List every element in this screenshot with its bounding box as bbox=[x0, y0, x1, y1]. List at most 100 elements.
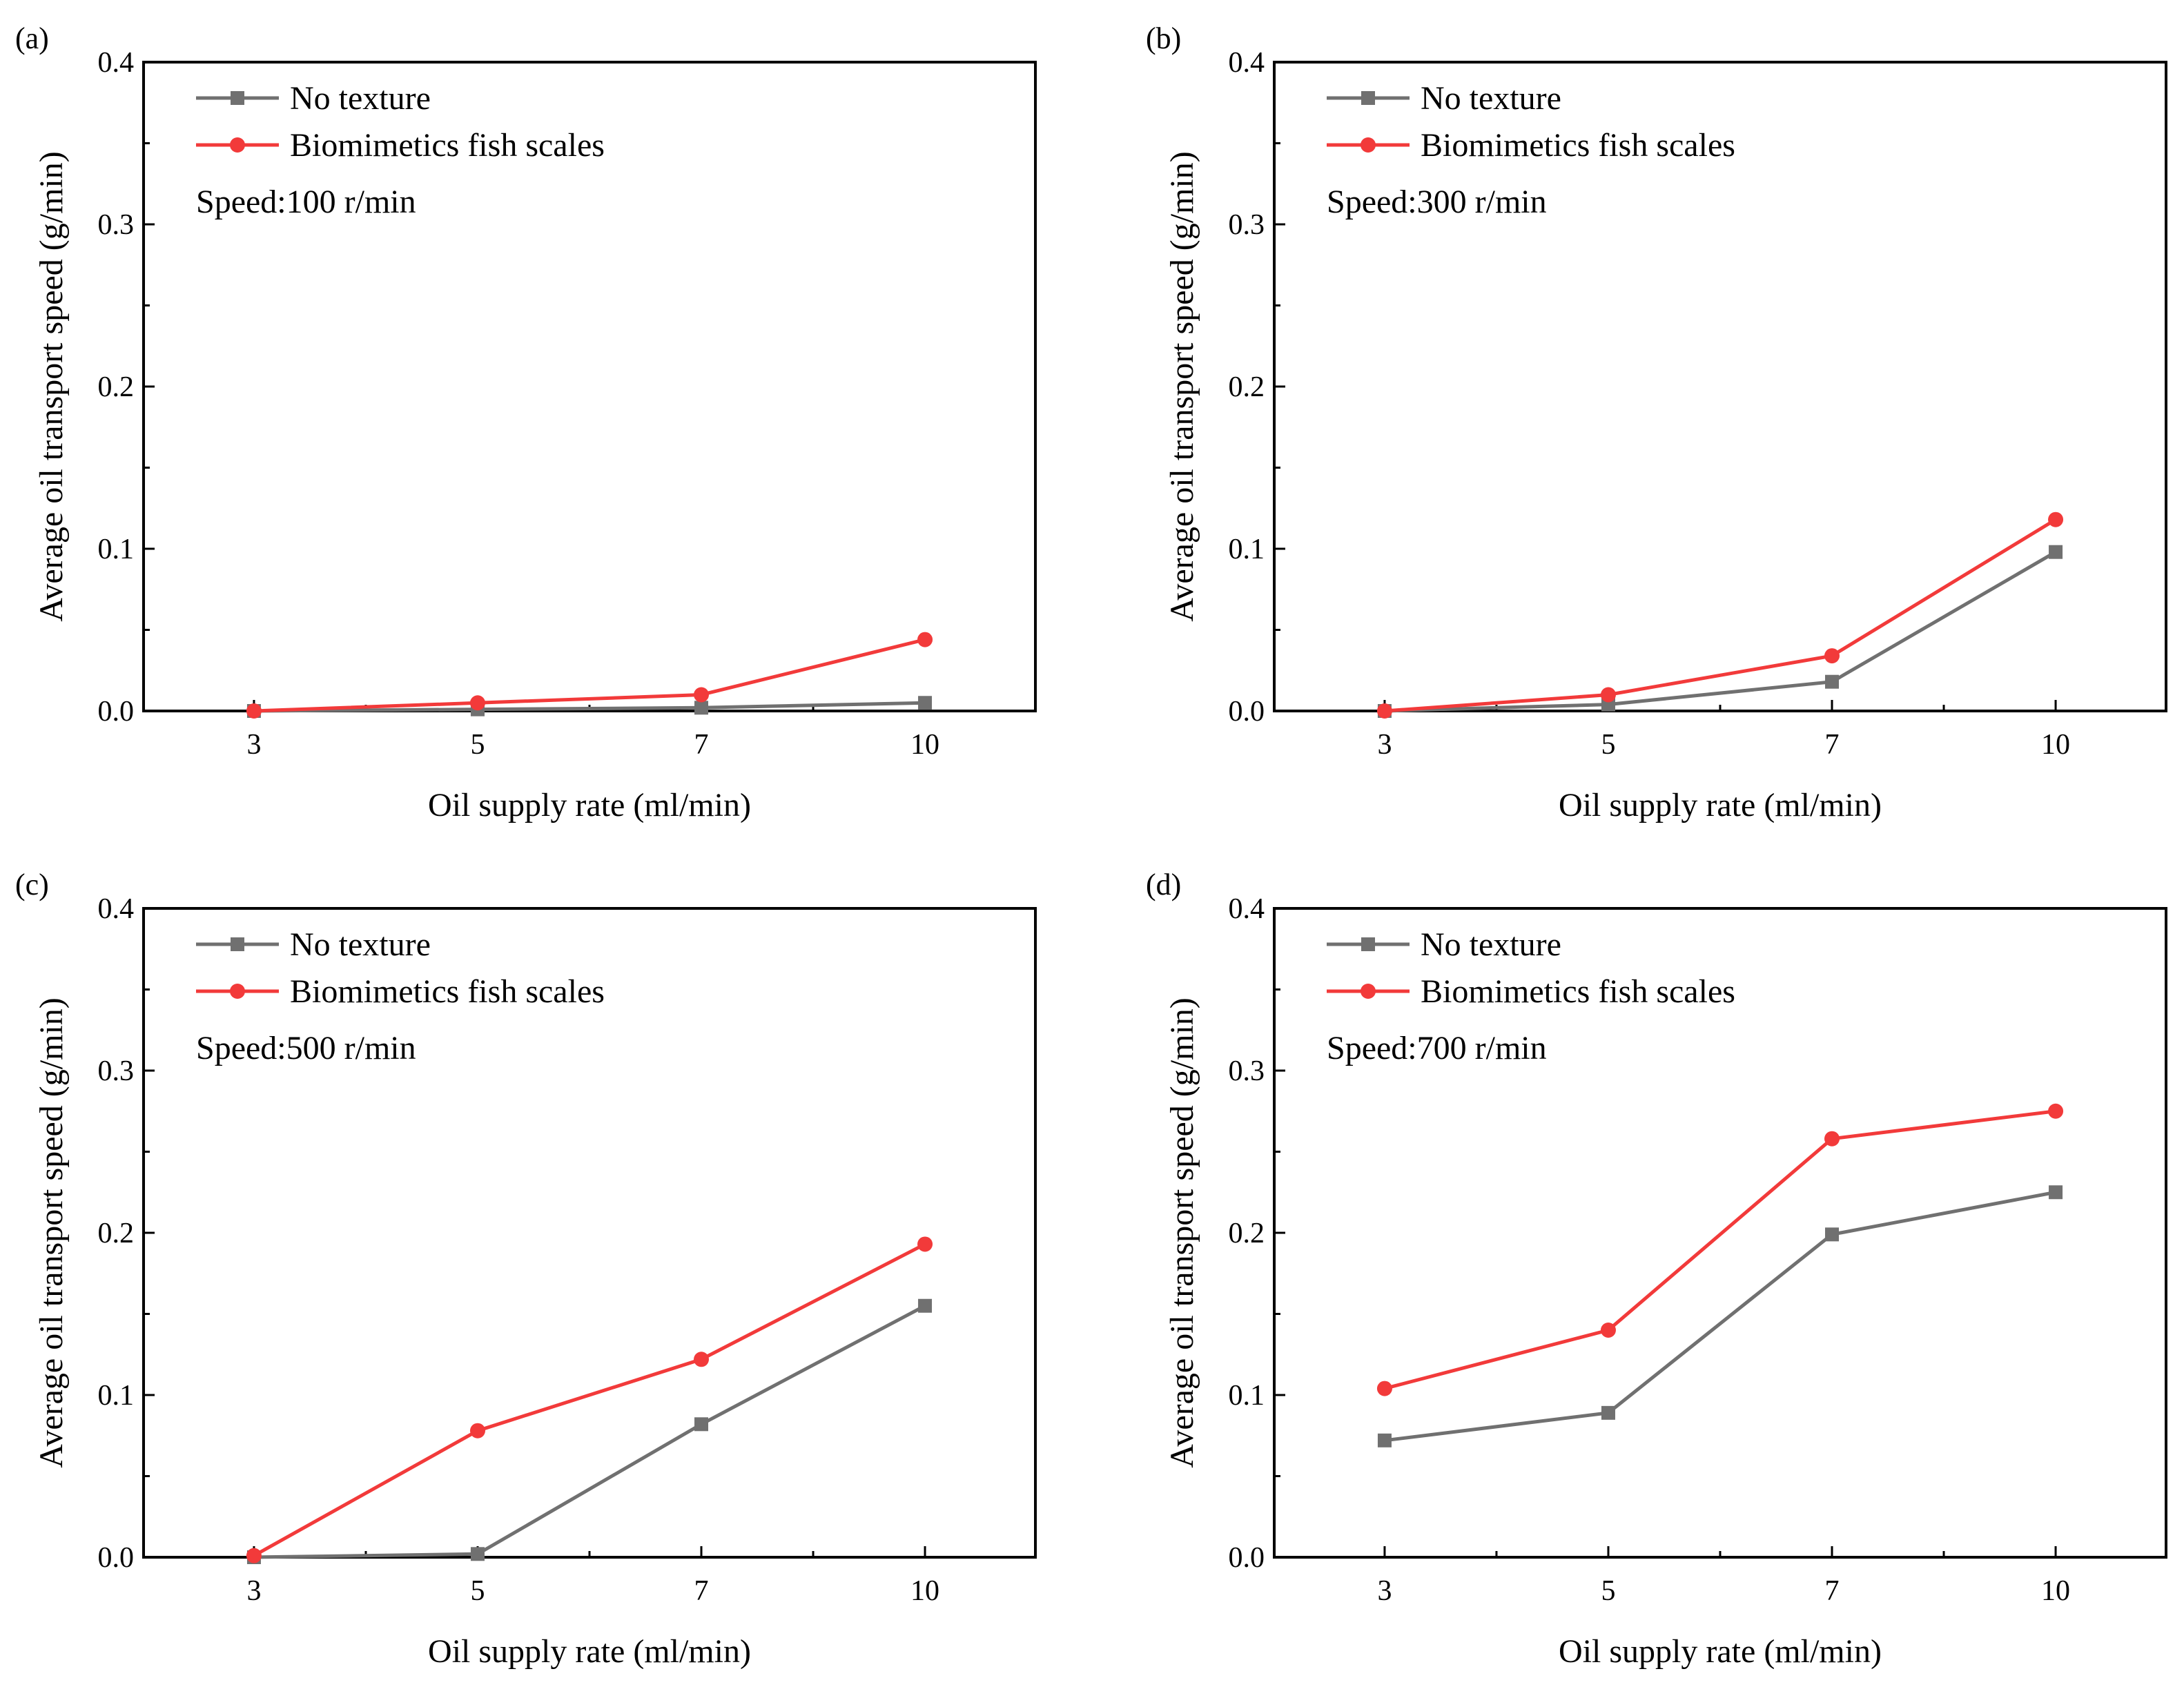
x-tick-label: 3 bbox=[1377, 1575, 1392, 1607]
y-tick-label: 0.2 bbox=[98, 371, 135, 403]
y-tick-label: 0.0 bbox=[1229, 1542, 1265, 1574]
x-tick-label: 7 bbox=[1825, 1575, 1840, 1607]
data-point-fish-scales bbox=[1824, 648, 1840, 664]
legend-label-no-texture: No texture bbox=[1421, 926, 1561, 963]
y-tick-label: 0.0 bbox=[1229, 696, 1265, 728]
x-tick-label: 5 bbox=[1601, 1575, 1615, 1607]
speed-annotation: Speed:300 r/min bbox=[1327, 184, 1547, 220]
data-point-no-texture bbox=[1825, 1227, 1840, 1242]
chart-panel-b: (b) 0.0 0.1 0.2 0.3 0.4 3 5 7 10 Oil supply rate (… bbox=[1146, 21, 2167, 823]
x-tick-label: 3 bbox=[246, 729, 261, 761]
y-tick-label: 0.4 bbox=[98, 47, 135, 79]
series-line-fish-scales bbox=[253, 638, 926, 713]
data-point-no-texture bbox=[918, 1298, 933, 1313]
x-tick-label: 7 bbox=[1825, 729, 1840, 761]
data-point-no-texture bbox=[1377, 1433, 1392, 1447]
legend-label-no-texture: No texture bbox=[1421, 80, 1561, 117]
y-tick-label: 0.4 bbox=[1229, 893, 1265, 925]
legend-marker-fish-scales bbox=[230, 137, 245, 153]
y-tick-label: 0.1 bbox=[98, 1380, 135, 1412]
speed-annotation: Speed:700 r/min bbox=[1327, 1030, 1547, 1066]
y-axis-title: Average oil transport speed (g/min) bbox=[33, 997, 70, 1468]
data-point-no-texture bbox=[694, 701, 709, 715]
legend-label-fish-scales: Biomimetics fish scales bbox=[1421, 973, 1735, 1010]
legend-marker-fish-scales bbox=[1361, 984, 1376, 999]
x-tick-label: 5 bbox=[470, 1575, 485, 1607]
legend-marker-no-texture bbox=[1361, 91, 1375, 105]
y-tick-label: 0.1 bbox=[1229, 1380, 1265, 1412]
y-axis-title: Average oil transport speed (g/min) bbox=[1164, 997, 1200, 1468]
legend-marker-no-texture bbox=[231, 91, 244, 105]
series-line-no-texture bbox=[1384, 1190, 2056, 1443]
data-point-no-texture bbox=[2049, 1185, 2063, 1200]
chart-panel-d: (d) 0.0 0.1 0.2 0.3 0.4 3 5 7 10 Oil supply rate (… bbox=[1146, 868, 2167, 1670]
series-line-no-texture bbox=[253, 1304, 926, 1559]
panel-label: (b) bbox=[1146, 21, 1181, 55]
speed-annotation: Speed:500 r/min bbox=[196, 1030, 416, 1066]
y-tick-label: 0.4 bbox=[98, 893, 135, 925]
data-point-no-texture bbox=[2049, 545, 2063, 559]
legend-label-fish-scales: Biomimetics fish scales bbox=[290, 127, 605, 164]
legend-marker-fish-scales bbox=[1361, 137, 1376, 153]
legend-label-fish-scales: Biomimetics fish scales bbox=[1421, 127, 1735, 164]
x-tick-label: 10 bbox=[2041, 729, 2070, 761]
legend-label-fish-scales: Biomimetics fish scales bbox=[290, 973, 605, 1010]
data-point-no-texture bbox=[1825, 674, 1840, 689]
series-line-fish-scales bbox=[1384, 1109, 2056, 1391]
y-tick-label: 0.2 bbox=[1229, 1218, 1265, 1249]
legend-label-no-texture: No texture bbox=[290, 926, 431, 963]
y-tick-label: 0.0 bbox=[98, 1542, 135, 1574]
y-axis-title: Average oil transport speed (g/min) bbox=[33, 151, 70, 622]
data-point-no-texture bbox=[1601, 1405, 1615, 1420]
x-tick-label: 7 bbox=[694, 1575, 709, 1607]
x-tick-label: 10 bbox=[910, 1575, 939, 1607]
data-point-no-texture bbox=[470, 1547, 485, 1561]
chart-panel-c: (c) 0.0 0.1 0.2 0.3 0.4 3 5 7 10 Oil supply rate (… bbox=[15, 868, 1037, 1670]
data-point-fish-scales bbox=[246, 703, 262, 719]
y-tick-label: 0.3 bbox=[1229, 209, 1265, 241]
y-tick-label: 0.1 bbox=[1229, 534, 1265, 565]
y-tick-label: 0.2 bbox=[98, 1218, 135, 1249]
data-point-fish-scales bbox=[917, 632, 933, 647]
y-axis-title: Average oil transport speed (g/min) bbox=[1164, 151, 1200, 622]
legend-label-no-texture: No texture bbox=[290, 80, 431, 117]
x-axis-title: Oil supply rate (ml/min) bbox=[428, 787, 751, 823]
legend-marker-no-texture bbox=[231, 937, 244, 951]
chart-panel-a: (a) 0.0 0.1 0.2 0.3 0.4 3 5 7 10 Oil supply rate (… bbox=[15, 21, 1037, 823]
data-point-fish-scales bbox=[1376, 1381, 1392, 1396]
data-point-fish-scales bbox=[694, 1352, 710, 1367]
y-tick-label: 0.2 bbox=[1229, 371, 1265, 403]
data-point-fish-scales bbox=[1600, 1323, 1616, 1338]
data-point-no-texture bbox=[694, 1417, 709, 1432]
data-point-fish-scales bbox=[1824, 1131, 1840, 1147]
series-line-no-texture bbox=[1384, 550, 2057, 713]
y-tick-label: 0.3 bbox=[1229, 1055, 1265, 1087]
data-point-fish-scales bbox=[2048, 511, 2064, 527]
legend-marker-fish-scales bbox=[230, 984, 245, 999]
speed-annotation: Speed:100 r/min bbox=[196, 184, 416, 220]
data-point-fish-scales bbox=[2048, 1103, 2064, 1119]
y-tick-label: 0.0 bbox=[98, 696, 135, 728]
data-point-fish-scales bbox=[246, 1548, 262, 1563]
data-point-fish-scales bbox=[917, 1236, 933, 1252]
x-axis-title: Oil supply rate (ml/min) bbox=[428, 1633, 751, 1670]
x-tick-label: 3 bbox=[246, 1575, 261, 1607]
data-point-fish-scales bbox=[1376, 703, 1392, 719]
data-point-fish-scales bbox=[469, 1423, 485, 1439]
series-line-fish-scales bbox=[253, 1242, 926, 1557]
series-line-fish-scales bbox=[1384, 518, 2057, 713]
x-tick-label: 7 bbox=[694, 729, 709, 761]
x-axis-title: Oil supply rate (ml/min) bbox=[1559, 787, 1882, 823]
data-point-fish-scales bbox=[469, 695, 485, 711]
y-tick-label: 0.4 bbox=[1229, 47, 1265, 79]
x-axis-title: Oil supply rate (ml/min) bbox=[1559, 1633, 1882, 1670]
y-tick-label: 0.3 bbox=[98, 209, 135, 241]
x-tick-label: 5 bbox=[470, 729, 485, 761]
data-point-no-texture bbox=[918, 696, 933, 710]
panel-label: (a) bbox=[15, 21, 49, 55]
x-tick-label: 3 bbox=[1377, 729, 1392, 761]
panel-label: (c) bbox=[15, 868, 49, 901]
data-point-fish-scales bbox=[694, 687, 710, 703]
y-tick-label: 0.3 bbox=[98, 1055, 135, 1087]
